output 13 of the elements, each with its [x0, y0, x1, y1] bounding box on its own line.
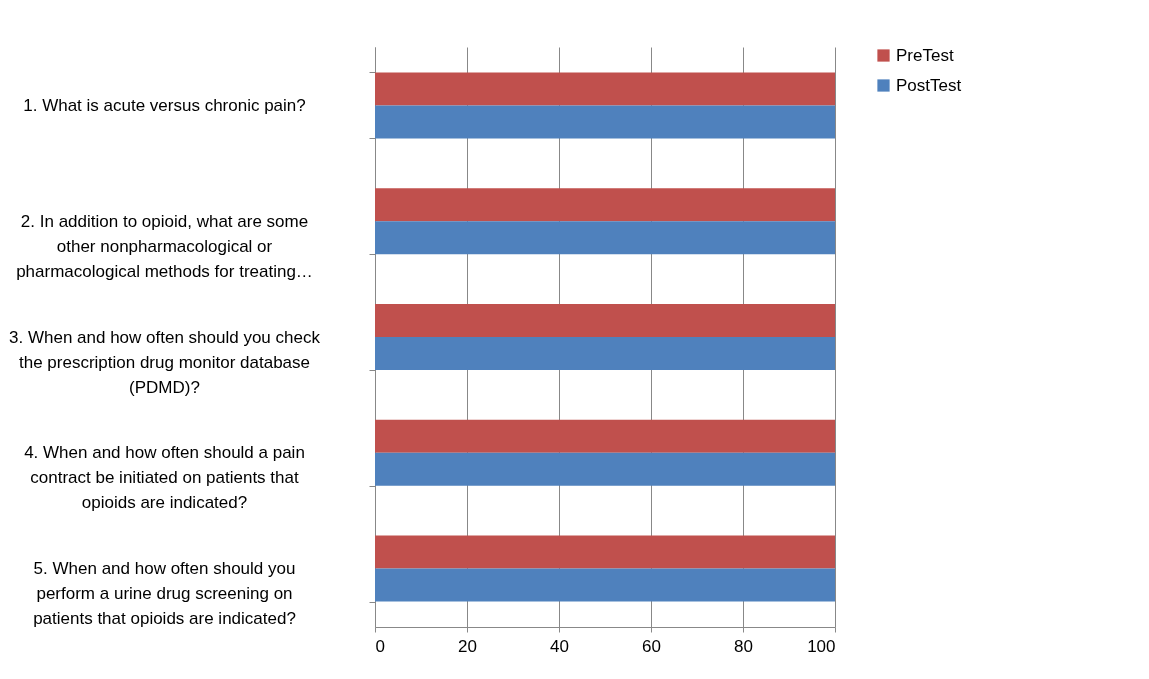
x-tick-label: 20 [458, 636, 477, 656]
y-tick-label: 5. When and how often should you perform a urine drug screening on patients that opioids are indicated? [33, 559, 296, 629]
x-tick-label: 80 [734, 636, 753, 656]
y-tick-label: 1. What is acute versus chronic pain? [23, 95, 306, 115]
x-tick-label: 0 [375, 636, 385, 656]
legend-label: PreTest [896, 45, 954, 65]
x-tick-label: 60 [642, 636, 661, 656]
y-tick-label: 3. When and how often should you check the prescription drug monitor database (PDMD)? [9, 327, 321, 397]
y-tick-label: 4. When and how often should a pain contract be initiated on patients that opioids are indicated? [24, 443, 305, 513]
y-tick-label: 2. In addition to opioid, what are some other nonpharmacological or pharmacological methods for treating… [16, 211, 313, 281]
x-tick-label: 40 [550, 636, 569, 656]
x-tick-label: 100 [807, 636, 836, 656]
legend-label: PostTest [896, 75, 962, 95]
